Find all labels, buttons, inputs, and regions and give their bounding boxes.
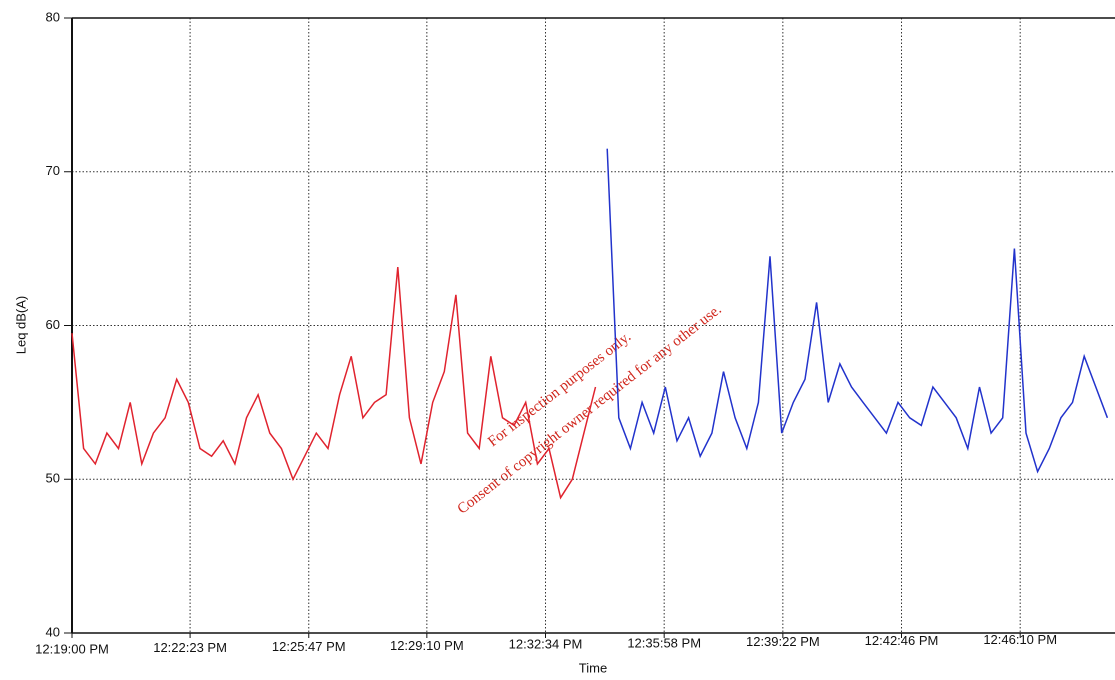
- x-tick-label: 12:25:47 PM: [272, 639, 346, 654]
- x-tick-label: 12:32:34 PM: [509, 637, 583, 652]
- x-tick-label: 12:35:58 PM: [627, 635, 701, 650]
- y-tick-label: 60: [46, 317, 60, 332]
- x-axis-label: Time: [579, 660, 607, 675]
- x-tick-label: 12:39:22 PM: [746, 634, 820, 649]
- y-tick-label: 40: [46, 624, 60, 639]
- x-tick-label: 12:22:23 PM: [153, 640, 227, 655]
- y-tick-label: 70: [46, 163, 60, 178]
- x-tick-label: 12:46:10 PM: [983, 632, 1057, 647]
- y-axis-label: Leq dB(A): [13, 296, 28, 355]
- x-tick-label: 12:42:46 PM: [865, 633, 939, 648]
- series-line: [606, 148, 1109, 474]
- y-tick-label: 50: [46, 471, 60, 486]
- x-tick-label: 12:29:10 PM: [390, 638, 464, 653]
- x-tick-label: 12:19:00 PM: [35, 641, 109, 656]
- y-tick-label: 80: [46, 9, 60, 24]
- series-line: [71, 267, 597, 500]
